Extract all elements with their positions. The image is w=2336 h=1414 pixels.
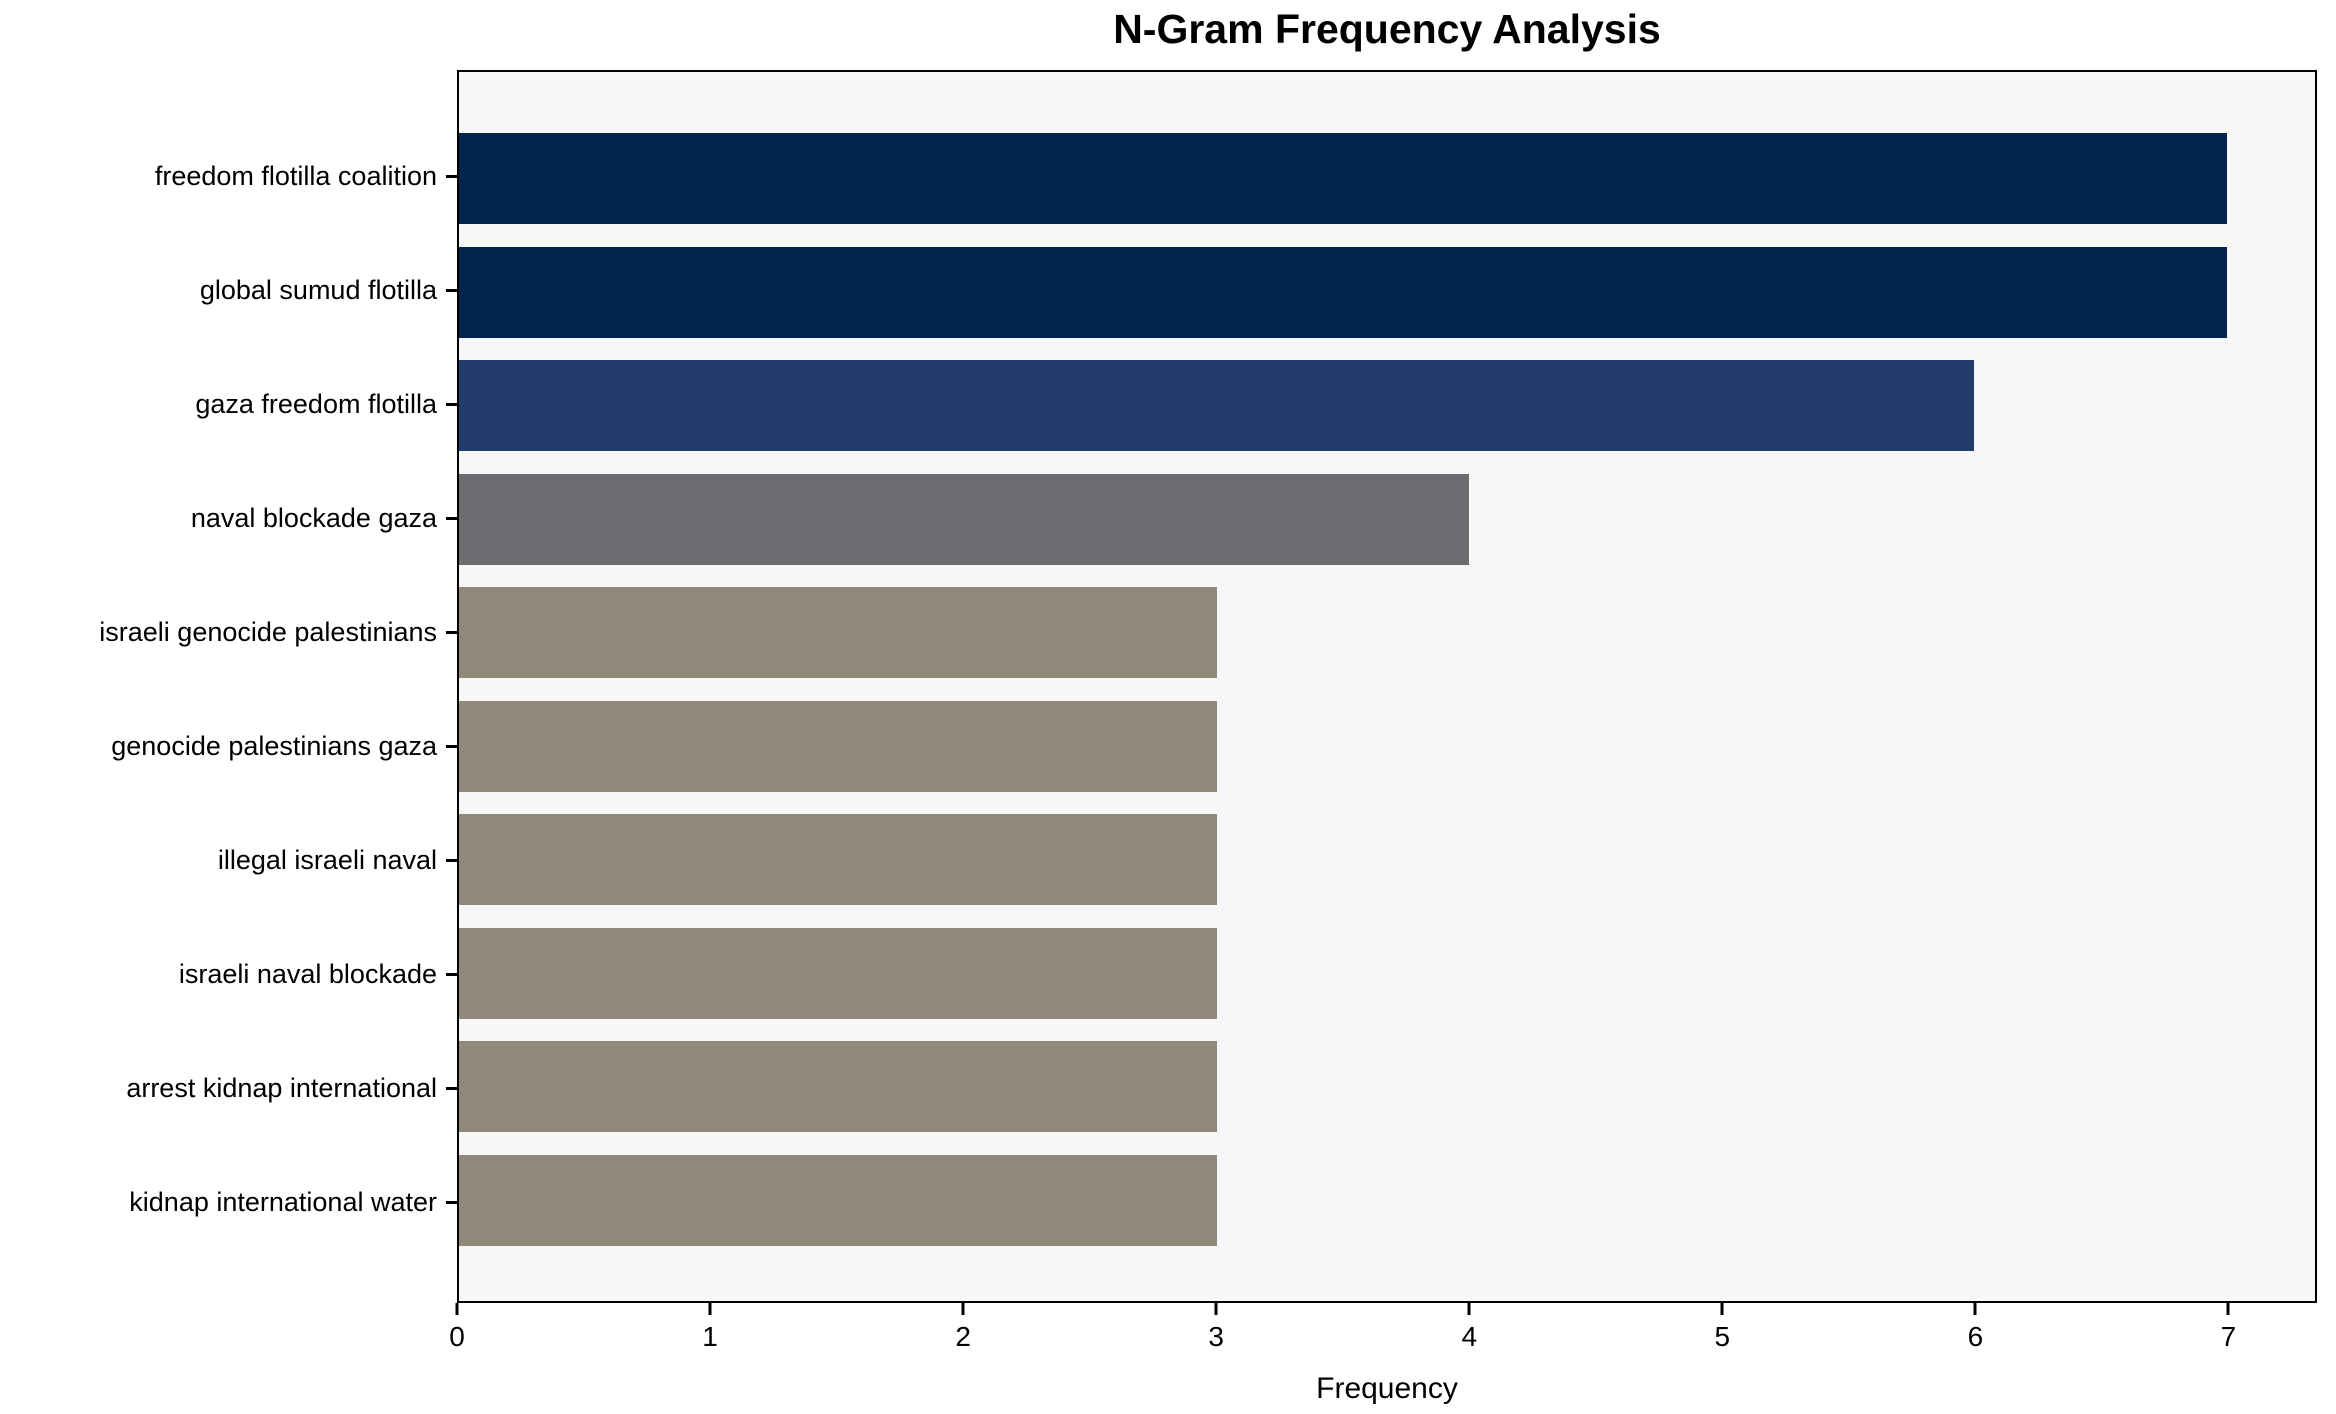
y-tick-label: gaza freedom flotilla: [195, 389, 437, 420]
y-tick-label: arrest kidnap international: [126, 1072, 437, 1103]
bar: [459, 1154, 1217, 1246]
x-tick-label: 1: [702, 1321, 718, 1352]
x-axis-ticks: 0 1 2 3 4 5 6 7: [449, 1303, 2317, 1373]
x-tick-mark: [708, 1303, 712, 1315]
y-tick-row: illegal israeli naval: [0, 803, 457, 917]
y-tick-mark: [446, 1200, 457, 1204]
bar: [459, 360, 1975, 452]
x-tick-label: 0: [449, 1321, 465, 1352]
bars-container: [459, 122, 2315, 1257]
bar-row: [459, 1144, 2315, 1258]
y-tick-row: genocide palestinians gaza: [0, 690, 457, 804]
x-tick-label: 6: [1967, 1321, 1984, 1352]
bar: [459, 133, 2227, 225]
x-tick-mark: [961, 1303, 965, 1315]
x-tick-label: 2: [955, 1321, 971, 1352]
y-tick-mark: [446, 289, 457, 293]
y-tick-row: freedom flotilla coalition: [0, 120, 457, 234]
bar-row: [459, 463, 2315, 577]
bar: [459, 927, 1217, 1019]
y-tick-label: freedom flotilla coalition: [154, 161, 437, 192]
y-tick-mark: [446, 972, 457, 976]
y-tick-row: gaza freedom flotilla: [0, 348, 457, 462]
x-tick-mark: [1973, 1303, 1977, 1315]
y-tick-label: israeli genocide palestinians: [99, 617, 437, 648]
x-tick-mark: [2226, 1303, 2230, 1315]
bar-row: [459, 917, 2315, 1031]
y-tick-row: kidnap international water: [0, 1145, 457, 1259]
y-tick-label: global sumud flotilla: [199, 275, 437, 306]
bar-row: [459, 1030, 2315, 1144]
x-tick-mark: [455, 1303, 459, 1315]
x-axis-title: Frequency: [1316, 1372, 1458, 1405]
x-tick-label: 3: [1208, 1321, 1224, 1352]
y-tick-mark: [446, 858, 457, 862]
bar-row: [459, 803, 2315, 917]
y-tick-row: global sumud flotilla: [0, 234, 457, 348]
bar-row: [459, 576, 2315, 690]
x-tick-label: 4: [1461, 1321, 1478, 1352]
y-tick-mark: [446, 517, 457, 521]
x-tick-label: 5: [1714, 1321, 1731, 1352]
x-tick-mark: [1214, 1303, 1218, 1315]
x-tick-mark: [1720, 1303, 1724, 1315]
y-tick-row: naval blockade gaza: [0, 462, 457, 576]
bar: [459, 814, 1217, 906]
x-tick-label: 7: [2220, 1321, 2237, 1352]
plot-area: [457, 70, 2317, 1303]
y-tick-mark: [446, 744, 457, 748]
y-tick-mark: [446, 631, 457, 635]
y-tick-mark: [446, 403, 457, 407]
bar: [459, 700, 1217, 792]
chart-title: N-Gram Frequency Analysis: [1113, 6, 1661, 52]
bar: [459, 246, 2227, 338]
bar: [459, 473, 1470, 565]
y-tick-label: israeli naval blockade: [178, 958, 437, 989]
bar-row: [459, 349, 2315, 463]
y-tick-label: illegal israeli naval: [217, 844, 437, 875]
y-tick-row: arrest kidnap international: [0, 1031, 457, 1145]
y-tick-label: naval blockade gaza: [190, 503, 437, 534]
bar-row: [459, 690, 2315, 804]
bar-row: [459, 122, 2315, 236]
y-tick-row: israeli genocide palestinians: [0, 576, 457, 690]
y-tick-row: israeli naval blockade: [0, 917, 457, 1031]
y-axis-labels: freedom flotilla coalition global sumud f…: [0, 120, 457, 1259]
bar: [459, 1041, 1217, 1133]
x-tick-mark: [1467, 1303, 1471, 1315]
bar-row: [459, 236, 2315, 350]
y-tick-mark: [446, 175, 457, 179]
y-tick-label: kidnap international water: [129, 1186, 437, 1217]
bar: [459, 587, 1217, 679]
y-tick-label: genocide palestinians gaza: [111, 730, 437, 761]
y-tick-mark: [446, 1086, 457, 1090]
